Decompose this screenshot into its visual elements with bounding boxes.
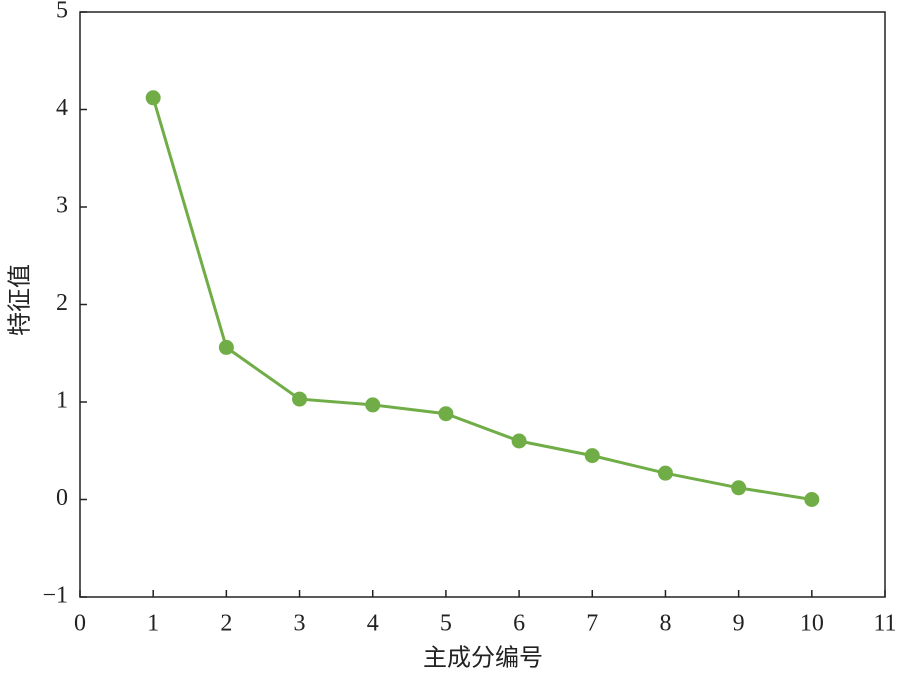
y-tick-label: 3 [56,193,68,219]
y-tick-label: 0 [56,485,68,511]
data-point [145,90,161,106]
data-point [511,433,527,449]
x-tick-label: 4 [367,611,379,637]
y-tick-label: 4 [56,95,68,121]
data-point [657,465,673,481]
data-point [438,406,454,422]
x-tick-label: 8 [659,611,671,637]
x-tick-label: 1 [147,611,159,637]
y-tick-label: 5 [56,0,68,24]
x-tick-label: 9 [733,611,745,637]
data-point [731,480,747,496]
data-point [804,492,820,507]
data-point [365,397,381,413]
y-tick-label: −1 [42,583,68,609]
plot-frame [79,11,886,598]
data-point [584,448,600,464]
x-axis-label: 主成分编号 [423,645,543,672]
x-tick-label: 3 [294,611,306,637]
data-point [292,391,308,407]
y-axis-label: 特征值 [7,264,34,336]
x-tick-label: 10 [800,611,824,637]
series-line [151,97,813,501]
y-tick-label: 2 [56,290,68,316]
data-point [218,339,234,355]
x-tick-label: 5 [440,611,452,637]
x-tick-label: 0 [74,611,86,637]
x-tick-label: 7 [586,611,598,637]
x-tick-label: 2 [220,611,232,637]
y-tick-label: 1 [56,388,68,414]
x-tick-label: 11 [873,611,896,637]
x-tick-label: 6 [513,611,525,637]
